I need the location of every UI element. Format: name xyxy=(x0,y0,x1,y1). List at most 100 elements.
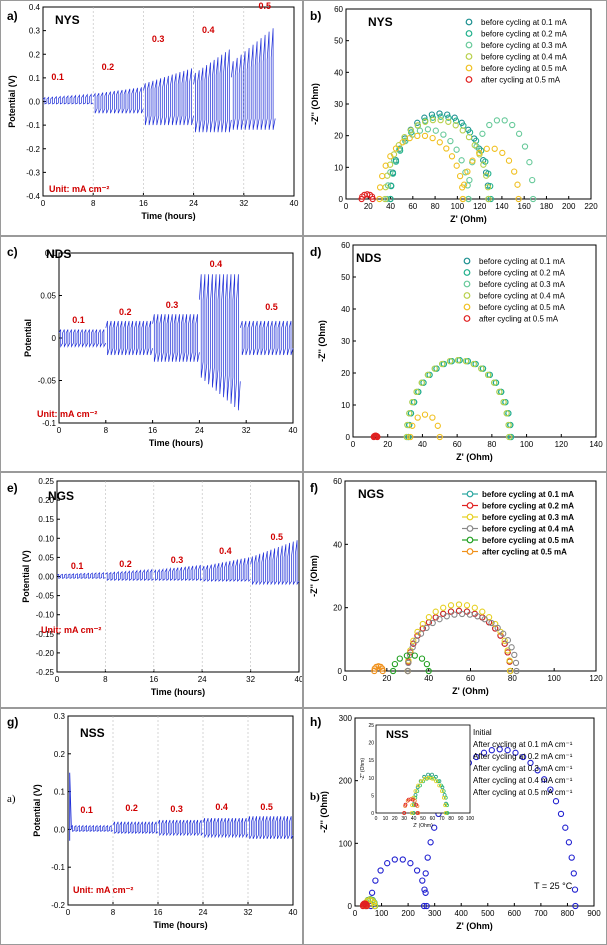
inset-point-s2-a1-7 xyxy=(430,772,434,777)
x-tick-label-h-8: 800 xyxy=(561,909,575,918)
y-tick-label-a-3: -0.1 xyxy=(26,121,40,130)
data-point-h-s1-a2-16 xyxy=(504,747,511,754)
legend-label-b-5: before cycling at 0.5 mA xyxy=(481,64,567,73)
data-point-b-s4-a1-3 xyxy=(386,161,394,168)
inset-x-tick-label-0: 0 xyxy=(375,816,378,822)
x-tick-label-b-8: 160 xyxy=(518,202,532,211)
data-point-d-s4-a1-12 xyxy=(470,360,477,368)
chart-f: 0 20 40 60 80 100 120 0 20 40 60 Z' (Ohm) -Z'' (Ohm)… xyxy=(309,477,603,696)
x-tick-label-g-5: 40 xyxy=(289,908,298,917)
data-point-f-s2-a1-5 xyxy=(419,625,426,632)
data-point-d-s4-a1-16 xyxy=(496,388,503,396)
data-point-h-s1-a2-22 xyxy=(547,786,554,793)
x-tick-label-e-4: 32 xyxy=(246,675,255,684)
current-label-g-1: 0.1 xyxy=(80,804,93,815)
y-tick-label-d-2: 20 xyxy=(341,369,350,378)
data-point-f-s3-a1-9 xyxy=(447,602,455,609)
y-axis-title-h: -Z'' (Ohm) xyxy=(319,791,329,833)
inset-x-tick-label-6: 60 xyxy=(430,816,436,822)
data-point-f-s2-a1-9 xyxy=(447,608,455,615)
panel-e: 0 8 16 24 32 40 -0.25 -0.20 -0.15 -0.10 -0.05 0.00 0… xyxy=(0,472,303,708)
data-point-b-s3-a2-13 xyxy=(529,195,537,203)
legend-label-f-5: before cycling at 0.5 mA xyxy=(482,536,574,545)
inset-point-s4-a1-12 xyxy=(441,795,446,800)
unit-note-c: Unit: mA cm⁻² xyxy=(37,409,98,419)
legend-label-d-2: before cycling at 0.2 mA xyxy=(479,269,565,278)
data-point-b-s3-a1-9 xyxy=(432,127,439,134)
data-point-f-s3-a1-12 xyxy=(471,604,478,611)
y-tick-label-e-9: 0.20 xyxy=(38,496,54,505)
inset-point-s6-a1-3 xyxy=(410,797,415,802)
inset-point-s4-a1-0 xyxy=(409,811,414,815)
data-point-f-s2-a1-17 xyxy=(501,640,508,647)
data-point-f-s3-a1-13 xyxy=(479,608,486,615)
data-point-d-s4-a1-2 xyxy=(406,410,413,417)
inset-point-s4-a1-6 xyxy=(423,776,427,781)
current-label-c-4: 0.4 xyxy=(209,258,223,269)
chart-g: 0 8 16 24 32 40 -0.2 -0.1 0.0 0.1 0.2 0.3 Time (hour… xyxy=(32,712,298,930)
legend-label-d-3: before cycling at 0.3 mA xyxy=(479,280,565,289)
y-tick-label-b-4: 40 xyxy=(334,68,343,77)
data-point-h-s1-a1-5 xyxy=(391,856,398,863)
data-point-b-s2-a1-20 xyxy=(487,195,494,203)
data-point-h-s1-a2-15 xyxy=(496,746,503,753)
x-tick-label-b-0: 0 xyxy=(344,202,349,211)
x-tick-label-h-0: 0 xyxy=(353,909,358,918)
current-label-g-5: 0.5 xyxy=(260,801,273,812)
data-point-h-s1-a2-25 xyxy=(562,824,569,831)
inset-y-tick-label-4: 20 xyxy=(368,741,374,747)
inset-y-tick-label-0: 0 xyxy=(371,811,374,817)
data-point-b-s3-a2-1 xyxy=(466,176,473,184)
data-point-h-s1-a2-4 xyxy=(427,839,434,846)
data-point-b-s5-a1-9 xyxy=(421,132,429,140)
inset-point-s3-a1-4 xyxy=(418,783,422,788)
inset-x-tick-label-2: 20 xyxy=(392,816,398,822)
inset-point-s4-a1-3 xyxy=(413,789,418,793)
legend-marker-d-1 xyxy=(463,257,471,265)
legend-marker-f-5 xyxy=(466,536,474,544)
data-point-h-s1-a2-13 xyxy=(480,749,488,756)
current-label-g-3: 0.3 xyxy=(170,803,183,814)
legend-label-b-2: before cycling at 0.2 mA xyxy=(481,30,567,39)
data-point-f-s4-a1-1 xyxy=(405,659,412,667)
y-tick-label-a-6: 0.2 xyxy=(29,50,41,59)
extra-label-g: a) xyxy=(7,793,16,805)
inset-y-tick-label-3: 15 xyxy=(368,758,374,764)
legend-label-h-5: After cycling at 0.4 mA cm⁻¹ xyxy=(473,776,573,785)
current-label-e-5: 0.5 xyxy=(270,532,284,543)
y-tick-label-d-5: 50 xyxy=(341,273,350,282)
data-point-f-s4-a1-12 xyxy=(466,611,474,618)
x-axis-title-c: Time (hours) xyxy=(149,438,203,448)
x-tick-label-c-0: 0 xyxy=(57,426,62,435)
data-point-h-s1-a1-7 xyxy=(407,860,414,867)
plot-frame-g xyxy=(67,715,294,906)
data-point-b-s5-a1-12 xyxy=(443,145,450,152)
data-point-b-s4-a1-19 xyxy=(483,172,490,179)
inset-x-tick-label-7: 70 xyxy=(439,816,445,822)
legend-label-f-2: before cycling at 0.2 mA xyxy=(482,502,574,511)
material-label-a: NYS xyxy=(55,13,80,27)
x-tick-label-h-7: 700 xyxy=(534,909,548,918)
data-point-b-s5-a1-11 xyxy=(436,139,443,146)
y-tick-label-c-4: 0.1 xyxy=(45,249,57,258)
inset-point-s4-a1-14 xyxy=(443,811,448,815)
x-tick-label-h-9: 900 xyxy=(587,909,601,918)
data-point-f-s4-a1-9 xyxy=(443,613,450,620)
data-point-d-s4-a1-15 xyxy=(491,379,498,386)
data-point-b-s3-a2-7 xyxy=(501,117,508,124)
x-tick-label-d-1: 20 xyxy=(383,440,392,449)
data-point-b-s5-a1-10 xyxy=(429,134,436,142)
legend-marker-d-6 xyxy=(463,315,471,322)
data-point-b-s5-a1-7 xyxy=(406,134,413,142)
y-tick-label-h-0: 0 xyxy=(348,902,353,911)
y-axis-title-e: Potential (V) xyxy=(21,550,31,603)
inset-x-tick-label-9: 90 xyxy=(458,816,464,822)
data-point-f-s4-a1-21 xyxy=(512,659,520,667)
data-point-h-s1-a2-2 xyxy=(422,870,429,877)
inset-x-tick-label-3: 30 xyxy=(401,816,407,822)
data-point-b-s6-a1-3 xyxy=(364,191,371,198)
data-point-d-s4-a1-6 xyxy=(424,371,432,379)
data-point-b-s1-a1-8 xyxy=(421,114,428,121)
data-point-b-s4-a1-9 xyxy=(422,118,429,125)
y-tick-label-e-6: 0.05 xyxy=(38,553,54,562)
